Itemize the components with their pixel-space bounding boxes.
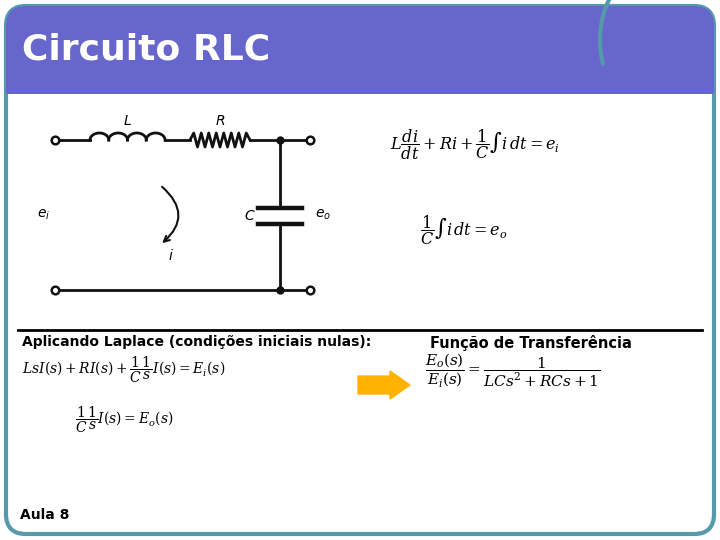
Text: Circuito RLC: Circuito RLC [22,33,270,67]
FancyBboxPatch shape [6,6,714,94]
Text: Aplicando Laplace (condições iniciais nulas):: Aplicando Laplace (condições iniciais nu… [22,335,372,349]
Text: $i$: $i$ [168,248,174,263]
Text: R: R [215,114,225,128]
Text: $LsI(s) + RI(s) + \dfrac{1}{C}\dfrac{1}{s}I(s) = E_i(s)$: $LsI(s) + RI(s) + \dfrac{1}{C}\dfrac{1}{… [22,355,225,386]
Text: C: C [244,209,254,223]
Text: Aula 8: Aula 8 [20,508,69,522]
Text: $e_i$: $e_i$ [37,208,50,222]
Text: $\dfrac{1}{C}\int i\,dt = e_o$: $\dfrac{1}{C}\int i\,dt = e_o$ [420,213,508,247]
Text: Função de Transferência: Função de Transferência [430,335,632,351]
Text: $e_o$: $e_o$ [315,208,331,222]
Text: $L\dfrac{di}{dt} + Ri + \dfrac{1}{C}\int i\,dt = e_i$: $L\dfrac{di}{dt} + Ri + \dfrac{1}{C}\int… [390,127,560,163]
FancyArrow shape [358,371,410,399]
Text: $\dfrac{1}{C}\dfrac{1}{s}I(s) = E_o(s)$: $\dfrac{1}{C}\dfrac{1}{s}I(s) = E_o(s)$ [75,405,174,435]
Text: $\dfrac{E_o(s)}{E_i(s)} = \dfrac{1}{LCs^2 + RCs + 1}$: $\dfrac{E_o(s)}{E_i(s)} = \dfrac{1}{LCs^… [425,351,600,389]
FancyBboxPatch shape [6,6,714,534]
Bar [6,50,714,94]
Text: L: L [124,114,131,128]
